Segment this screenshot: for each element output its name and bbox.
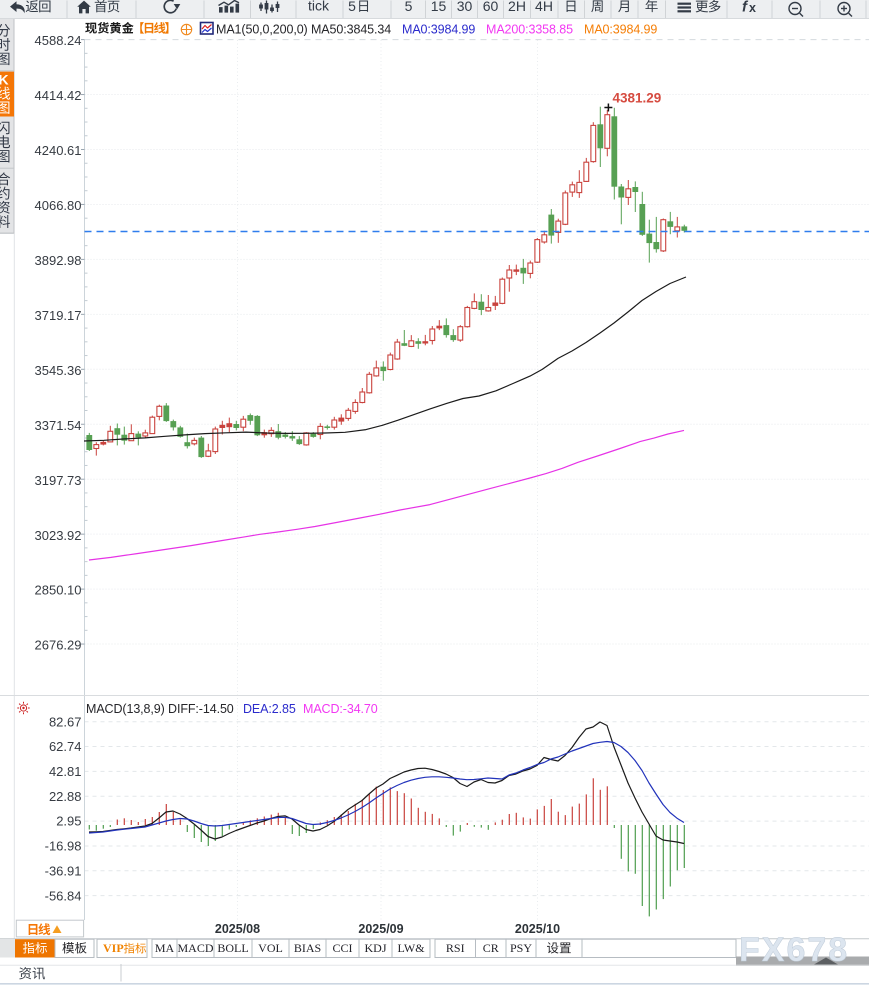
svg-text:PSY: PSY <box>510 941 532 955</box>
svg-text:3719.17: 3719.17 <box>35 308 82 323</box>
svg-text:4240.61: 4240.61 <box>35 143 82 158</box>
svg-text:15: 15 <box>431 0 447 14</box>
svg-text:3545.36: 3545.36 <box>35 363 82 378</box>
svg-text:4H: 4H <box>535 0 553 14</box>
svg-text:BOLL: BOLL <box>217 941 248 955</box>
svg-text:3197.73: 3197.73 <box>35 473 82 488</box>
svg-text:BIAS: BIAS <box>294 941 321 955</box>
svg-text:5: 5 <box>405 0 413 14</box>
svg-text:-36.91: -36.91 <box>45 863 82 878</box>
svg-text:2H: 2H <box>508 0 526 14</box>
svg-text:42.81: 42.81 <box>49 764 82 779</box>
svg-text:2025/08: 2025/08 <box>215 922 260 936</box>
svg-text:FX678: FX678 <box>739 931 849 969</box>
svg-text:MA0:3984.99: MA0:3984.99 <box>402 23 475 37</box>
svg-text:4588.24: 4588.24 <box>35 33 82 48</box>
svg-text:82.67: 82.67 <box>49 714 82 729</box>
svg-text:MACD: MACD <box>177 941 213 955</box>
svg-text:MA200:3358.85: MA200:3358.85 <box>486 23 573 37</box>
svg-text:2850.10: 2850.10 <box>35 583 82 598</box>
svg-text:4066.80: 4066.80 <box>35 198 82 213</box>
svg-text:4381.29: 4381.29 <box>613 91 662 106</box>
svg-text:CCI: CCI <box>332 941 352 955</box>
svg-text:tick: tick <box>308 0 330 14</box>
svg-text:22.88: 22.88 <box>49 789 82 804</box>
svg-text:3023.92: 3023.92 <box>35 528 82 543</box>
svg-text:MA0:3984.99: MA0:3984.99 <box>584 23 657 37</box>
svg-text:x: x <box>749 1 756 15</box>
svg-text:5: 5 <box>348 0 356 14</box>
svg-text:60: 60 <box>483 0 499 14</box>
svg-text:VIP: VIP <box>103 941 124 955</box>
svg-text:30: 30 <box>457 0 473 14</box>
svg-text:KDJ: KDJ <box>364 941 386 955</box>
svg-text:CR: CR <box>483 941 499 955</box>
svg-text:-56.84: -56.84 <box>45 888 82 903</box>
svg-text:RSI: RSI <box>446 941 465 955</box>
svg-text:MACD:-34.70: MACD:-34.70 <box>303 702 378 716</box>
svg-text:3371.54: 3371.54 <box>35 418 82 433</box>
svg-text:MA1(50,0,200,0) MA50:3845.34: MA1(50,0,200,0) MA50:3845.34 <box>216 23 391 37</box>
svg-text:62.74: 62.74 <box>49 739 82 754</box>
svg-text:2025/10: 2025/10 <box>515 922 560 936</box>
svg-text:MA: MA <box>155 941 175 955</box>
svg-text:VOL: VOL <box>258 941 283 955</box>
svg-text:f: f <box>742 0 749 15</box>
svg-text:2676.29: 2676.29 <box>35 638 82 653</box>
svg-text:K: K <box>0 71 9 87</box>
svg-text:4414.42: 4414.42 <box>35 88 82 103</box>
svg-text:2.95: 2.95 <box>56 814 81 829</box>
svg-text:3892.98: 3892.98 <box>35 253 82 268</box>
svg-text:MACD(13,8,9) DIFF:-14.50: MACD(13,8,9) DIFF:-14.50 <box>86 702 234 716</box>
svg-text:DEA:2.85: DEA:2.85 <box>243 702 296 716</box>
svg-text:2025/09: 2025/09 <box>358 922 403 936</box>
svg-text:LW&: LW& <box>397 941 425 955</box>
svg-text:-16.98: -16.98 <box>45 839 82 854</box>
